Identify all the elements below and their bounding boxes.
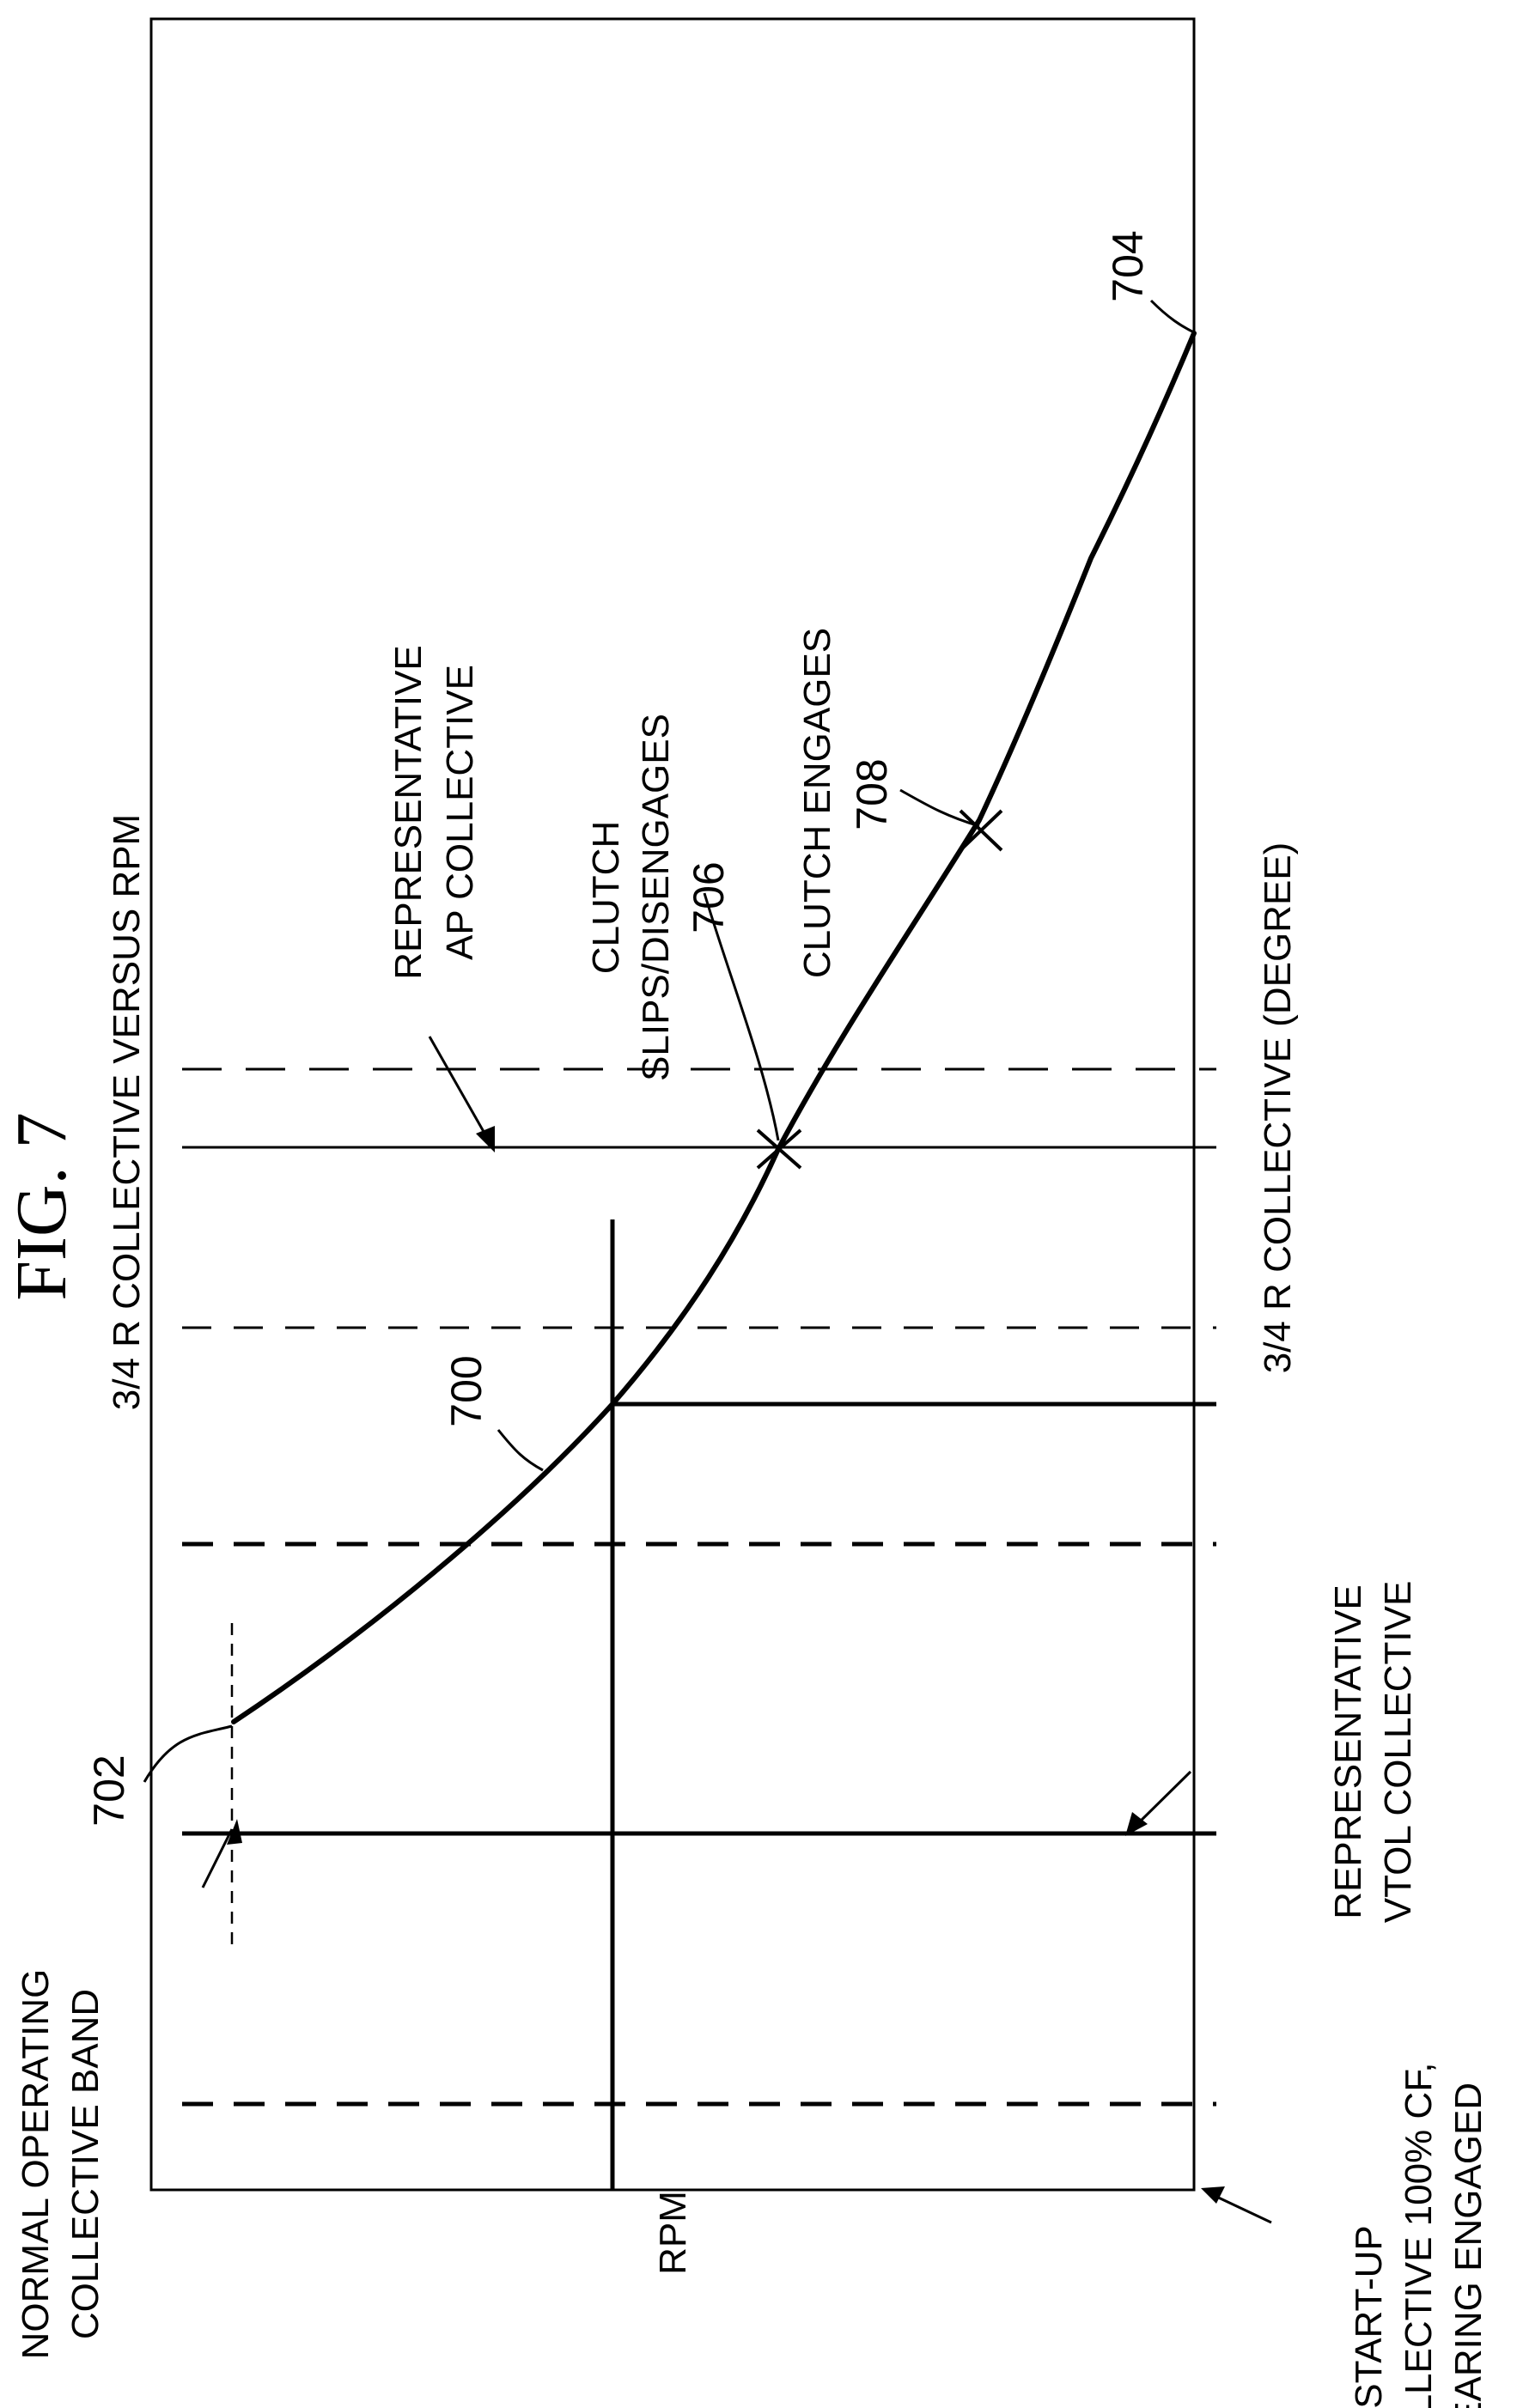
clutch-slips-label-line2: SLIPS/DISENGAGES [635,714,677,1081]
startup-label-line3: BEARING ENGAGED [1447,2083,1490,2408]
normal-band-label-line1: NORMAL OPERATING [15,1969,57,2360]
ap-collective-label-line1: REPRESENTATIVE [387,645,430,980]
arrow-startup [1210,2192,1272,2224]
arrowhead-normal-band [227,1819,242,1845]
plot-frame [149,17,1196,2192]
clutch-slip-x-mark [756,1128,802,1170]
vtol-collective-label-line2: VTOL COLLECTIVE [1377,1581,1419,1924]
ref-700: 700 [442,1355,490,1426]
axis-collective-label: 3/4 R COLLECTIVE (DEGREE) [1257,842,1299,1374]
collective-rpm-curve [231,331,1197,1724]
leader-700 [497,1429,544,1472]
chart-title: 3/4 R COLLECTIVE VERSUS RPM [106,814,148,1410]
leader-702 [143,1724,233,1783]
clutch-engages-label: CLUTCH ENGAGES [796,628,838,978]
startup-label-line2: COLLECTIVE 100% CF, [1398,2063,1440,2408]
ref-706: 706 [685,861,733,933]
startup-label-line1: START-UP [1348,2225,1390,2408]
clutch-engage-x-mark [959,809,1003,852]
vtol-collective-label-line1: REPRESENTATIVE [1327,1584,1369,1919]
figure-title: FIG. 7 [2,1112,82,1300]
leader-706 [703,892,780,1141]
arrowhead-startup [1201,2186,1225,2204]
ref-702: 702 [85,1754,133,1826]
ref-708: 708 [848,758,896,830]
axis-rpm-label: RPM [652,2191,694,2275]
ap-collective-label-line2: AP COLLECTIVE [439,665,481,960]
ref-704: 704 [1104,230,1152,301]
arrow-normal-band [201,1828,234,1888]
leader-708 [899,788,980,828]
clutch-slips-label-line1: CLUTCH [585,821,627,974]
arrowhead-ap-collective [476,1126,495,1152]
leader-704 [1149,299,1197,335]
arrow-ap-collective [428,1036,491,1143]
arrow-vtol-collective [1132,1770,1192,1829]
arrowhead-vtol-collective [1125,1812,1148,1836]
normal-band-label-line2: COLLECTIVE BAND [64,1989,107,2339]
